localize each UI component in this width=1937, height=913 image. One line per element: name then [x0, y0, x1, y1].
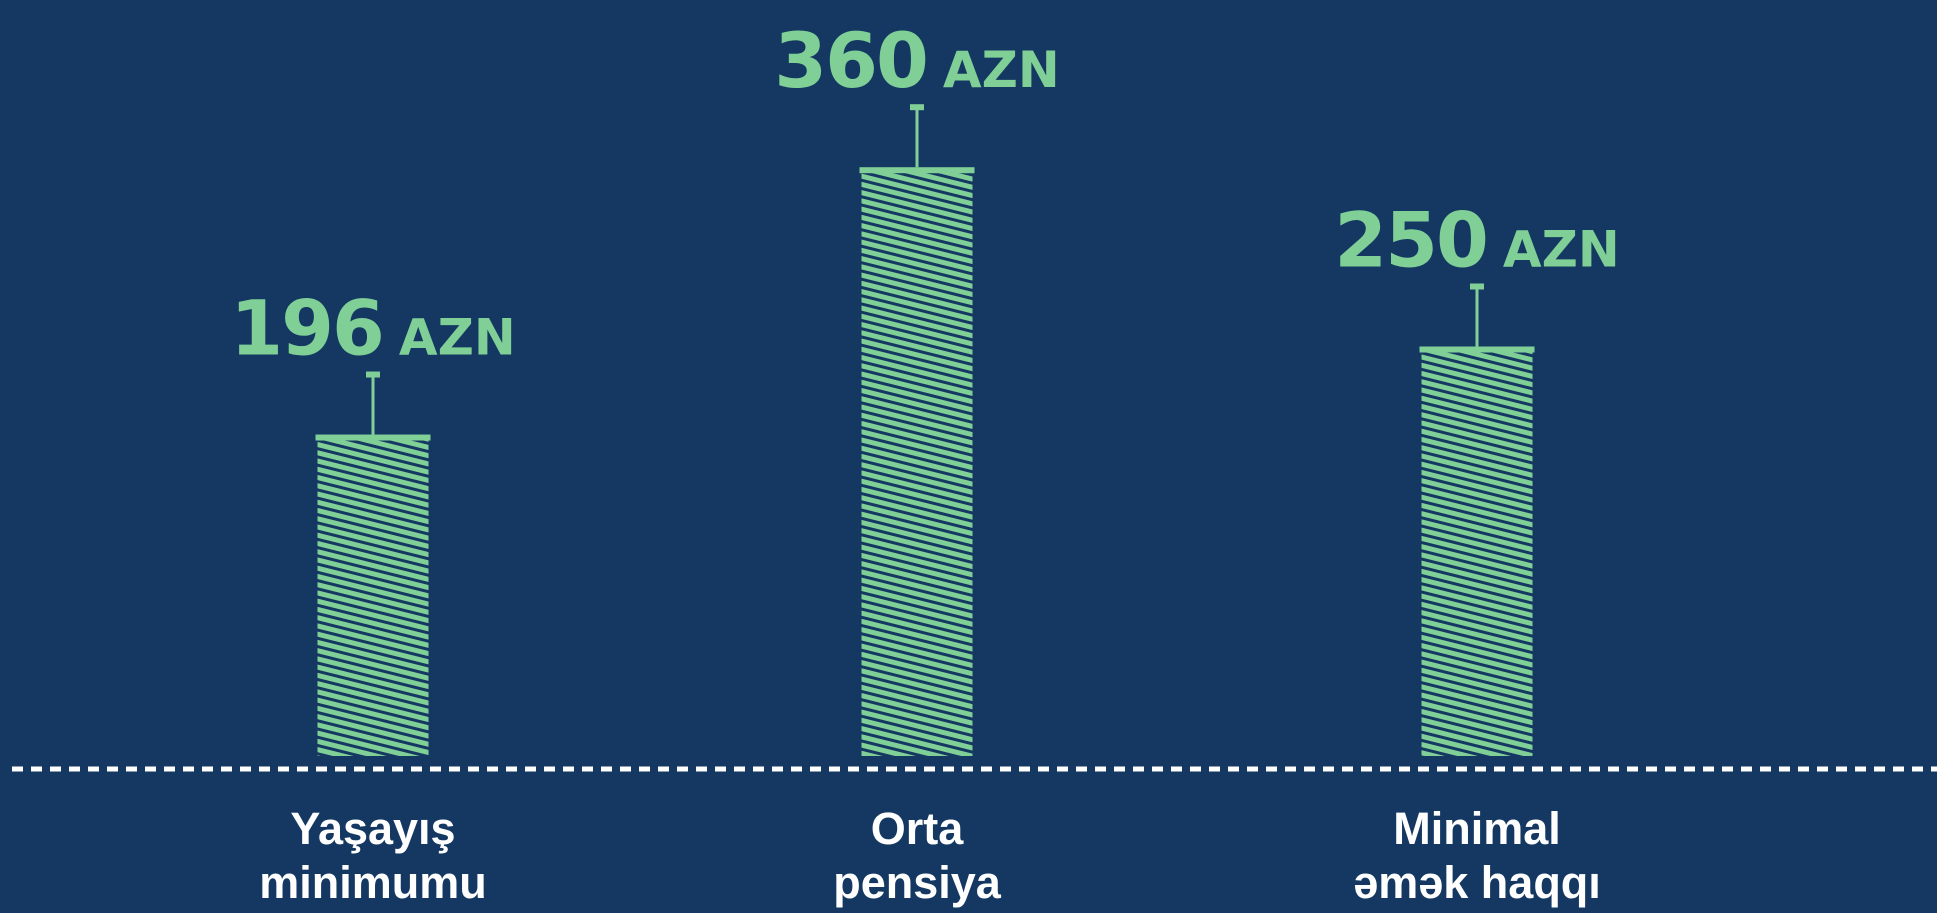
value-unit: AZN — [1503, 221, 1620, 279]
value-unit: AZN — [399, 309, 516, 367]
value-label: 360 AZN — [774, 16, 1059, 105]
bar-stem-tick — [366, 371, 380, 378]
category-label-line: pensiya — [833, 857, 1001, 908]
value-number: 196 — [230, 284, 383, 373]
bar-top-cap — [859, 167, 975, 174]
bar-top-cap — [1419, 346, 1535, 353]
category-label-line: Orta — [870, 803, 964, 854]
category-label-line: Yaşayış — [290, 803, 456, 854]
category-label-line: Minimal — [1393, 803, 1561, 854]
value-number: 360 — [774, 16, 927, 105]
category-label: Minimal əmək haqqı — [1267, 802, 1687, 910]
category-label: Orta pensiya — [707, 802, 1127, 910]
value-label: 196 AZN — [230, 284, 515, 373]
bar-top-cap — [315, 434, 431, 441]
bar — [861, 169, 973, 756]
bar — [1421, 348, 1533, 756]
category-label: Yaşayış minimumu — [163, 802, 583, 910]
value-labels-layer: 196 AZN 360 AZN 250 AZN — [230, 16, 1619, 372]
category-label-line: əmək haqqı — [1353, 857, 1601, 908]
value-unit: AZN — [943, 41, 1060, 99]
bar-stem-tick — [1470, 283, 1484, 290]
bar-stem-tick — [910, 104, 924, 111]
bars-layer — [315, 104, 1535, 756]
category-label-line: minimumu — [259, 857, 487, 908]
value-label: 250 AZN — [1334, 196, 1619, 285]
value-number: 250 — [1334, 196, 1487, 285]
bar — [317, 436, 429, 756]
